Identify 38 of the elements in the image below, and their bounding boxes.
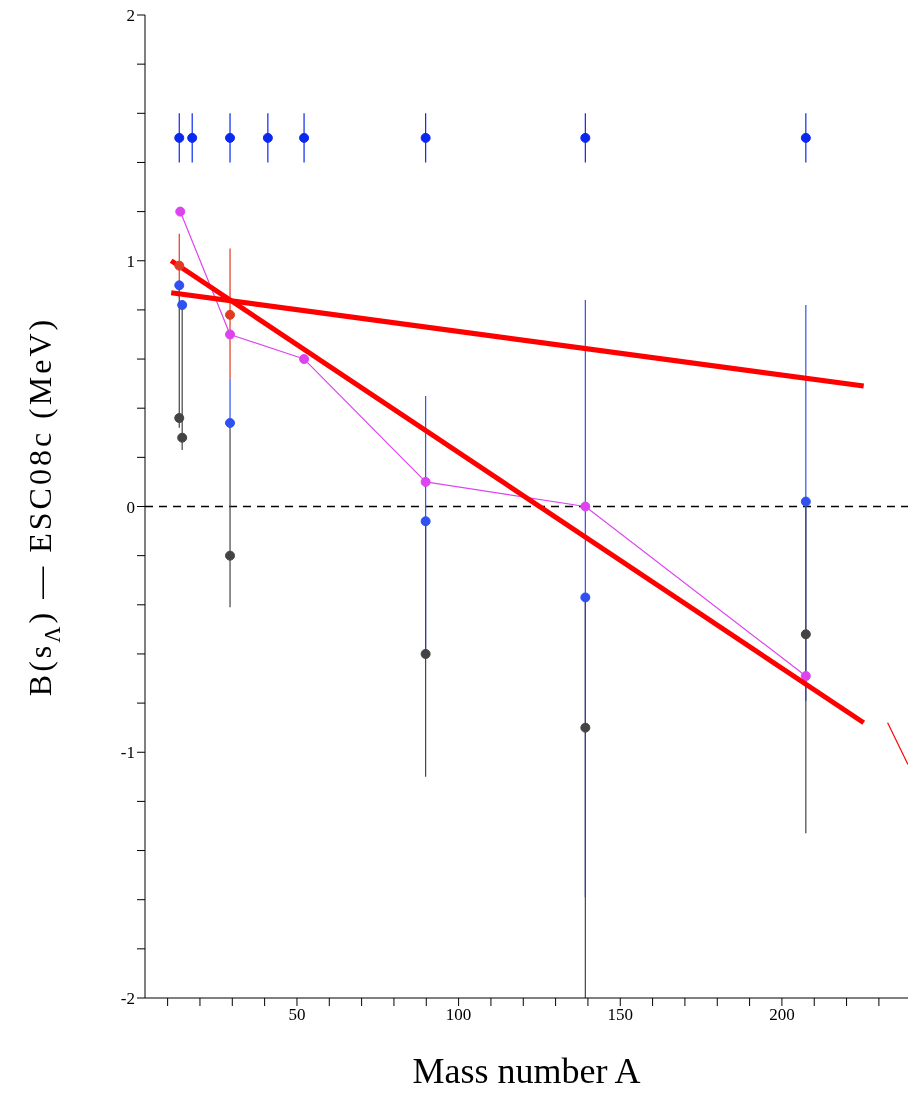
point bbox=[225, 309, 236, 320]
y-tick-label: 0 bbox=[126, 497, 135, 517]
point bbox=[177, 299, 188, 310]
point bbox=[225, 132, 236, 143]
x-tick-label: 150 bbox=[607, 1005, 634, 1025]
point bbox=[174, 260, 185, 271]
point bbox=[299, 354, 310, 365]
point bbox=[580, 132, 591, 143]
point bbox=[262, 132, 273, 143]
point bbox=[580, 501, 591, 512]
point bbox=[420, 648, 431, 659]
point bbox=[174, 132, 185, 143]
x-tick-label: 100 bbox=[445, 1005, 472, 1025]
point bbox=[177, 432, 188, 443]
point bbox=[800, 132, 811, 143]
point bbox=[800, 629, 811, 640]
point bbox=[299, 132, 310, 143]
point bbox=[175, 206, 186, 217]
point bbox=[174, 413, 185, 424]
point bbox=[420, 476, 431, 487]
y-tick-label: 1 bbox=[126, 251, 135, 271]
point bbox=[800, 496, 811, 507]
point bbox=[225, 550, 236, 561]
point bbox=[225, 417, 236, 428]
point bbox=[225, 329, 236, 340]
y-tick-label: -2 bbox=[120, 989, 135, 1009]
x-tick-label: 50 bbox=[288, 1005, 306, 1025]
y-tick-label: 2 bbox=[126, 6, 135, 26]
point bbox=[187, 132, 198, 143]
point bbox=[580, 592, 591, 603]
point bbox=[174, 280, 185, 291]
x-tick-label: 200 bbox=[769, 1005, 795, 1025]
x-axis-title: Mass number A bbox=[412, 1051, 641, 1091]
y-tick-label: -1 bbox=[120, 743, 135, 763]
point bbox=[420, 132, 431, 143]
point bbox=[580, 722, 591, 733]
point bbox=[800, 671, 811, 682]
point bbox=[420, 516, 431, 527]
